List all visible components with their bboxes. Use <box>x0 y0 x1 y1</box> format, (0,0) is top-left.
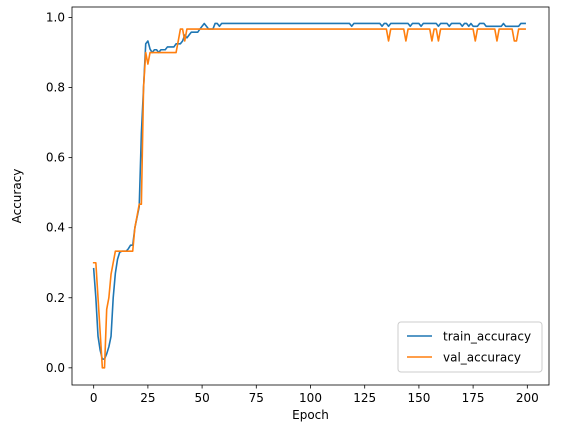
legend-label-val-accuracy: val_accuracy <box>443 351 521 365</box>
y-tick-label: 0.8 <box>46 81 65 95</box>
legend-label-train-accuracy: train_accuracy <box>443 330 531 344</box>
x-tick-label: 150 <box>407 391 430 405</box>
plot-area <box>92 22 526 369</box>
y-tick-label: 0.2 <box>46 291 65 305</box>
x-tick-label: 75 <box>249 391 264 405</box>
y-tick-label: 0.4 <box>46 221 65 235</box>
y-tick-label: 1.0 <box>46 11 65 25</box>
legend: train_accuracy val_accuracy <box>397 321 543 373</box>
y-axis-label: Accuracy <box>10 169 24 224</box>
series-line-val-accuracy <box>92 28 526 369</box>
x-tick-label: 25 <box>140 391 155 405</box>
y-axis: 0.0 0.2 0.4 0.6 0.8 1.0 <box>46 11 72 375</box>
y-tick-label: 0.0 <box>46 361 65 375</box>
x-tick-label: 50 <box>194 391 209 405</box>
x-tick-label: 125 <box>353 391 376 405</box>
legend-box <box>397 321 543 373</box>
x-tick-label: 100 <box>299 391 322 405</box>
x-tick-label: 200 <box>516 391 539 405</box>
x-axis: 0 25 50 75 100 125 150 175 200 <box>90 385 539 405</box>
x-axis-label: Epoch <box>292 408 329 422</box>
y-tick-label: 0.6 <box>46 151 65 165</box>
x-tick-label: 0 <box>90 391 98 405</box>
x-tick-label: 175 <box>462 391 485 405</box>
